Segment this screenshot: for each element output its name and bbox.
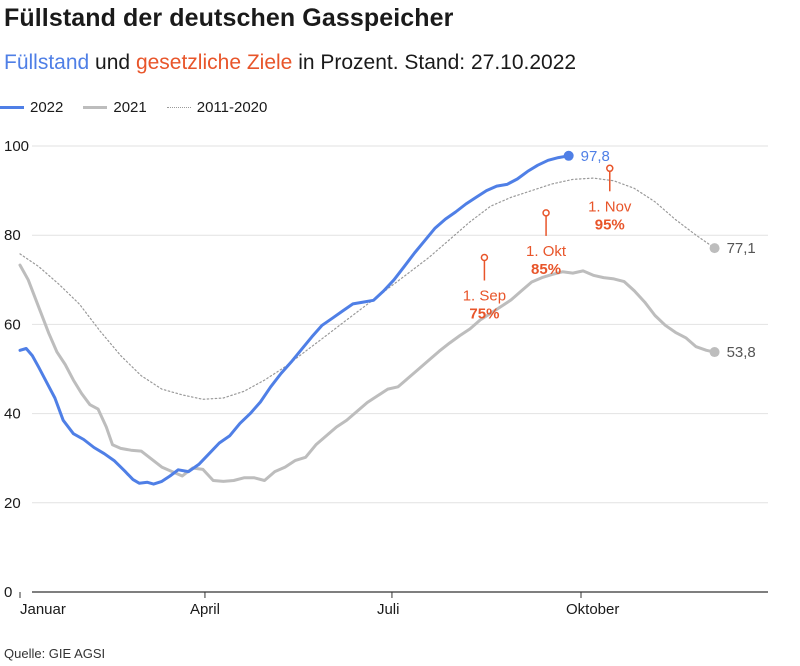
- legend-label-2021: 2021: [113, 98, 147, 116]
- chart-title: Füllstand der deutschen Gasspeicher: [4, 4, 454, 32]
- legend-item-2022: 2022: [0, 99, 63, 116]
- series-line-2022: [18, 154, 571, 486]
- legend-swatch-2021: [83, 105, 108, 109]
- target-label-1-nov: 1. Nov: [588, 198, 632, 215]
- y-tick-label-40: 40: [4, 406, 21, 423]
- target-label-1-sep: 1. Sep: [463, 288, 506, 305]
- legend: 2022 2021 2011-2020: [0, 97, 287, 117]
- end-marker-2022: [563, 150, 574, 161]
- series-line-2011-2020: [19, 177, 716, 400]
- y-tick-label-0: 0: [4, 584, 12, 601]
- legend-label-2022: 2022: [30, 98, 64, 116]
- legend-swatch-2011-2020: [166, 106, 191, 108]
- end-marker-2021: [709, 347, 720, 358]
- x-tick-label-oktober: Oktober: [566, 601, 619, 618]
- x-tick-label-juli: Juli: [377, 601, 400, 618]
- legend-item-2011-2020: 2011-2020: [166, 98, 268, 116]
- subtitle-rest: in Prozent. Stand: 27.10.2022: [292, 51, 577, 74]
- target-value-1-okt: 85%: [531, 261, 561, 278]
- subtitle-and: und: [89, 51, 136, 74]
- subtitle-legal-targets: gesetzliche Ziele: [135, 51, 293, 74]
- legend-item-2021: 2021: [83, 98, 147, 116]
- source-note: Quelle: GIE AGSI: [4, 646, 106, 661]
- subtitle-fill-level: Füllstand: [4, 51, 90, 74]
- end-label-2021: 53,8: [727, 344, 756, 361]
- end-label-2011-2020: 77,1: [727, 240, 756, 257]
- target-label-1-okt: 1. Okt: [526, 243, 567, 260]
- y-tick-label-80: 80: [4, 227, 21, 244]
- x-tick-label-januar: Januar: [20, 601, 66, 618]
- target-marker-1-okt: [542, 209, 550, 217]
- end-marker-2011-2020: [709, 243, 720, 254]
- target-value-1-nov: 95%: [595, 216, 625, 233]
- legend-swatch-2022: [0, 105, 24, 109]
- series-line-2021: [18, 263, 717, 483]
- legend-label-2011-2020: 2011-2020: [196, 98, 268, 116]
- target-marker-1-sep: [480, 253, 489, 262]
- target-value-1-sep: 75%: [469, 306, 499, 323]
- y-tick-label-100: 100: [4, 138, 29, 155]
- chart-subtitle: Füllstand und gesetzliche Ziele in Proze…: [4, 51, 576, 75]
- x-tick-label-april: April: [190, 601, 220, 618]
- target-marker-1-nov: [606, 164, 614, 173]
- end-label-2022: 97,8: [581, 148, 610, 165]
- y-tick-label-20: 20: [4, 495, 21, 512]
- y-tick-label-60: 60: [4, 316, 21, 333]
